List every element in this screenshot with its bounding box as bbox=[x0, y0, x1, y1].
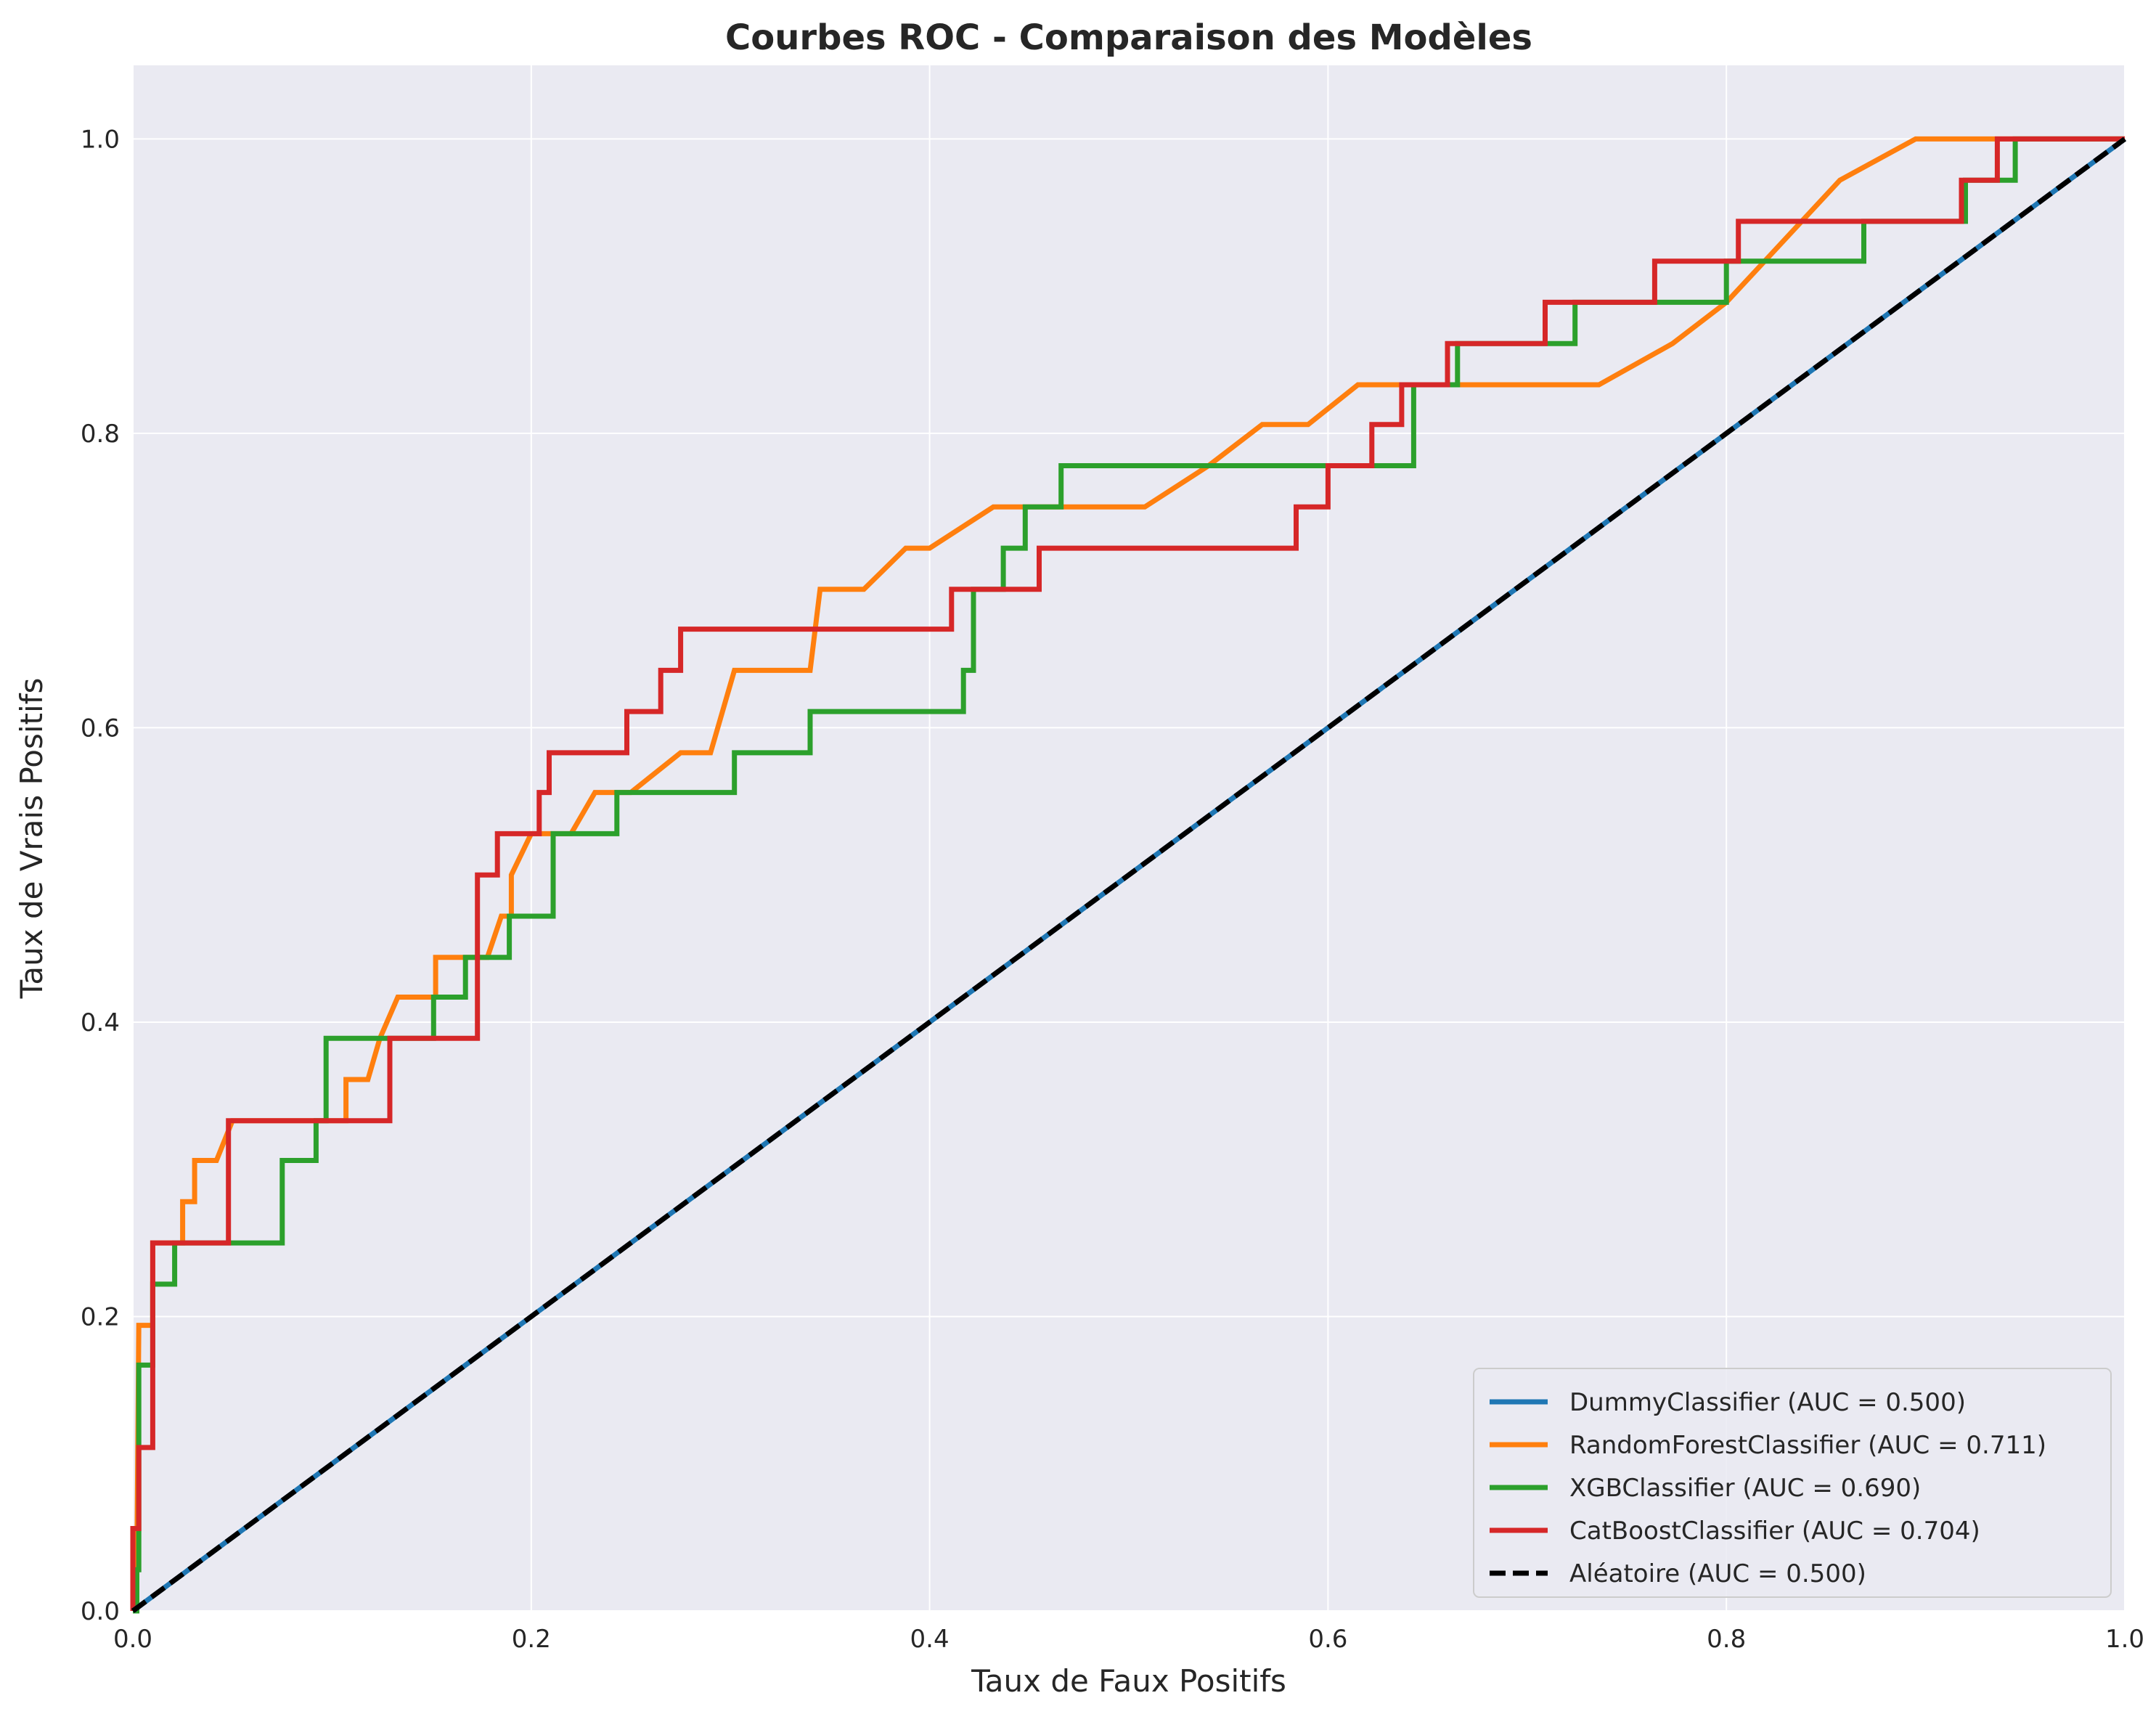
x-tick-label: 0.4 bbox=[910, 1625, 950, 1654]
series-line-3 bbox=[130, 136, 2125, 1611]
legend-box bbox=[1473, 1368, 2112, 1598]
legend-label-0: DummyClassifier (AUC = 0.500) bbox=[1569, 1388, 1966, 1417]
series-lines bbox=[130, 136, 2127, 1614]
y-tick-label: 0.6 bbox=[81, 714, 120, 743]
legend-label-1: RandomForestClassifier (AUC = 0.711) bbox=[1569, 1431, 2046, 1460]
y-tick-label: 0.2 bbox=[81, 1302, 120, 1331]
y-tick-label: 0.4 bbox=[81, 1008, 120, 1037]
x-axis-title: Taux de Faux Positifs bbox=[971, 1663, 1286, 1699]
legend-label-3: CatBoostClassifier (AUC = 0.704) bbox=[1569, 1517, 1980, 1546]
y-tick-label: 1.0 bbox=[81, 125, 120, 154]
x-tick-label: 0.0 bbox=[113, 1625, 152, 1654]
x-tick-label: 0.8 bbox=[1707, 1625, 1746, 1654]
legend: DummyClassifier (AUC = 0.500) RandomFores… bbox=[1473, 1368, 2112, 1598]
y-tick-label: 0.8 bbox=[81, 420, 120, 449]
legend-label-4: Aléatoire (AUC = 0.500) bbox=[1569, 1559, 1866, 1588]
legend-label-2: XGBClassifier (AUC = 0.690) bbox=[1569, 1474, 1921, 1503]
axis-ticks: 0.0 0.2 0.4 0.6 0.8 1.0 0.0 0.2 0.4 0.6 0.8 1.0 bbox=[81, 125, 2144, 1654]
x-tick-label: 1.0 bbox=[2105, 1625, 2144, 1654]
x-tick-label: 0.2 bbox=[512, 1625, 551, 1654]
plot-area bbox=[133, 65, 2125, 1611]
y-axis-title: Taux de Vrais Positifs bbox=[14, 678, 49, 1000]
series-line-4 bbox=[131, 136, 2127, 1613]
chart-title: Courbes ROC - Comparaison des Modèles bbox=[725, 17, 1532, 58]
grid bbox=[132, 65, 2126, 1612]
y-tick-label: 0.0 bbox=[81, 1597, 120, 1626]
x-tick-label: 0.6 bbox=[1308, 1625, 1347, 1654]
